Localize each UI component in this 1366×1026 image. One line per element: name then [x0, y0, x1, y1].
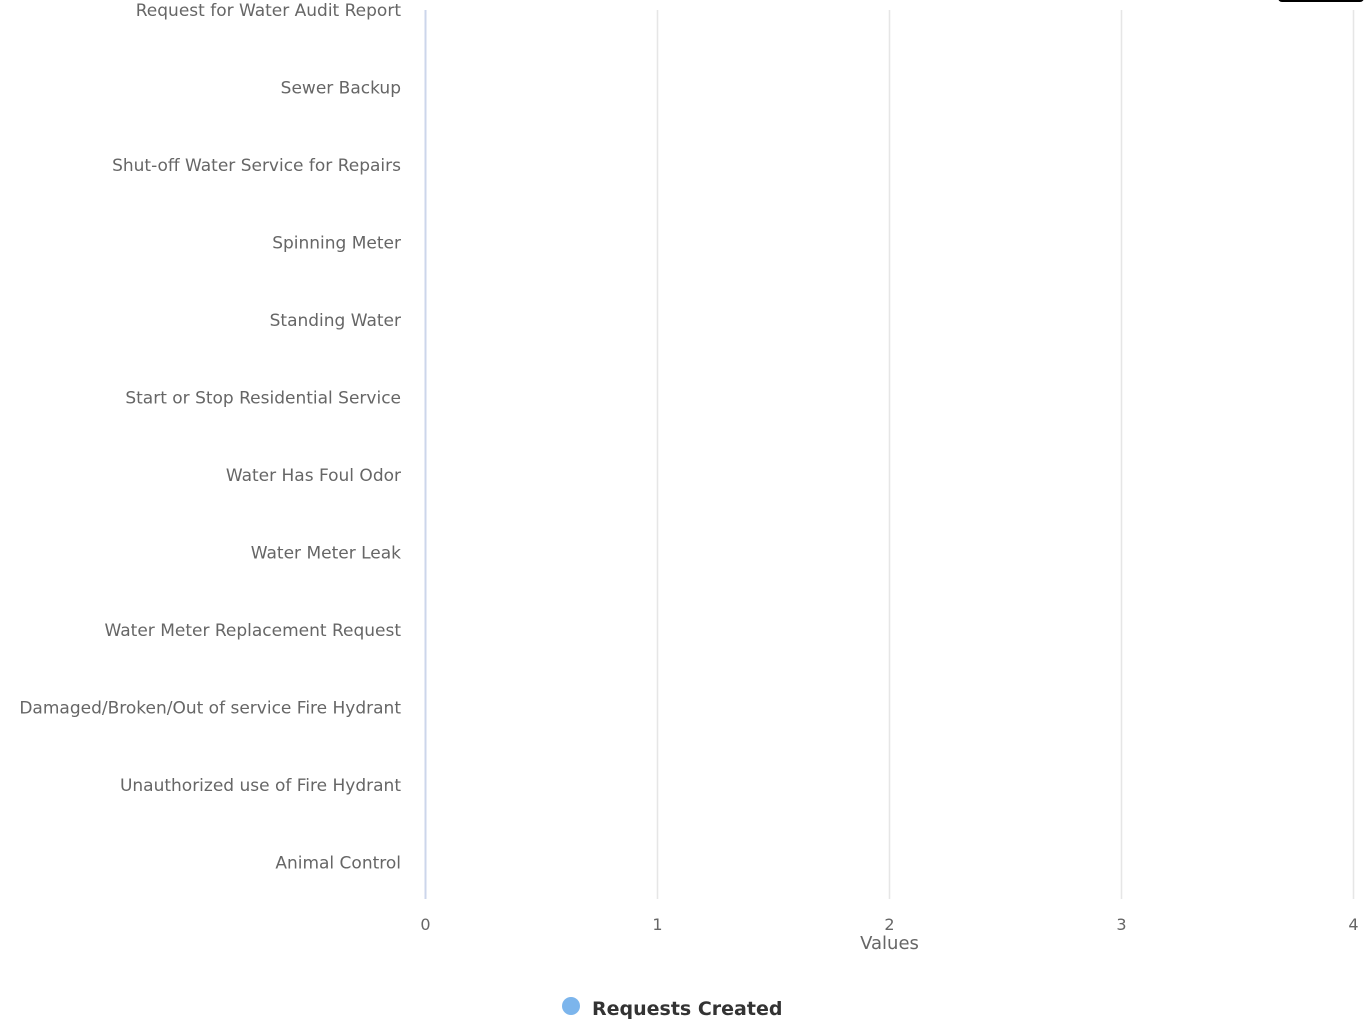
- chart-menu-button[interactable]: [1278, 0, 1364, 2]
- x-tick-label: 3: [1116, 915, 1126, 934]
- category-label: Shut-off Water Service for Repairs: [112, 156, 401, 176]
- category-labels: Request for Water Audit Report Sewer Back…: [19, 1, 401, 874]
- category-label: Spinning Meter: [272, 234, 401, 254]
- x-axis-title: Values: [860, 933, 919, 954]
- category-label: Water Meter Replacement Request: [105, 621, 402, 641]
- category-label: Water Has Foul Odor: [226, 466, 401, 486]
- category-label: Request for Water Audit Report: [136, 1, 402, 21]
- category-label: Sewer Backup: [281, 79, 401, 99]
- category-label: Water Meter Leak: [251, 544, 401, 564]
- value-axis-ticks: 0 1 2 3 4: [420, 915, 1358, 934]
- category-label: Standing Water: [270, 311, 401, 331]
- grid-lines: [656, 10, 1355, 899]
- category-label: Animal Control: [275, 854, 401, 874]
- legend-item-requests-created[interactable]: Requests Created: [592, 998, 782, 1020]
- x-tick-label: 0: [420, 915, 430, 934]
- category-label: Unauthorized use of Fire Hydrant: [120, 776, 401, 796]
- category-label: Start or Stop Residential Service: [125, 389, 401, 409]
- x-tick-label: 2: [884, 915, 894, 934]
- x-tick-label: 1: [652, 915, 662, 934]
- legend-marker-icon: [562, 997, 580, 1015]
- x-tick-label: 4: [1348, 915, 1358, 934]
- legend[interactable]: Requests Created: [562, 997, 782, 1020]
- category-label: Damaged/Broken/Out of service Fire Hydra…: [19, 699, 401, 719]
